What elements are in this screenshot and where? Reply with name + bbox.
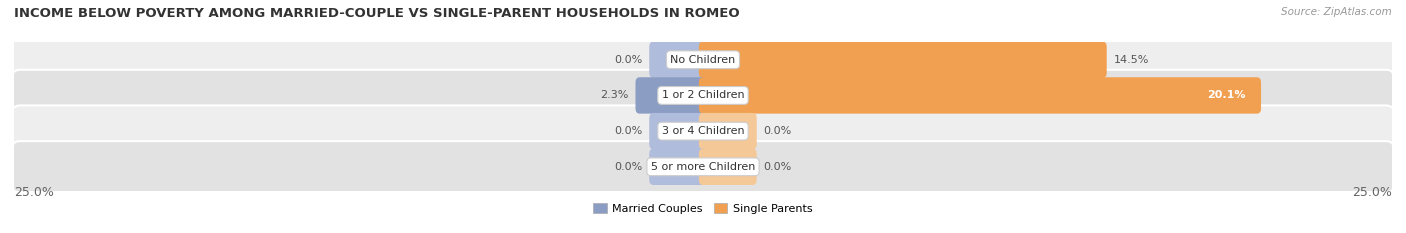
FancyBboxPatch shape <box>699 41 1107 78</box>
FancyBboxPatch shape <box>699 77 1261 114</box>
FancyBboxPatch shape <box>11 141 1395 192</box>
Text: 2.3%: 2.3% <box>600 90 628 100</box>
Text: 1 or 2 Children: 1 or 2 Children <box>662 90 744 100</box>
FancyBboxPatch shape <box>636 77 707 114</box>
Text: 25.0%: 25.0% <box>14 186 53 199</box>
Text: 3 or 4 Children: 3 or 4 Children <box>662 126 744 136</box>
Text: 20.1%: 20.1% <box>1208 90 1246 100</box>
Legend: Married Couples, Single Parents: Married Couples, Single Parents <box>589 199 817 218</box>
FancyBboxPatch shape <box>11 34 1395 86</box>
Text: No Children: No Children <box>671 55 735 65</box>
Text: 0.0%: 0.0% <box>763 162 792 172</box>
FancyBboxPatch shape <box>650 41 707 78</box>
FancyBboxPatch shape <box>699 149 756 185</box>
Text: 25.0%: 25.0% <box>1353 186 1392 199</box>
Text: 0.0%: 0.0% <box>614 55 643 65</box>
Text: INCOME BELOW POVERTY AMONG MARRIED-COUPLE VS SINGLE-PARENT HOUSEHOLDS IN ROMEO: INCOME BELOW POVERTY AMONG MARRIED-COUPL… <box>14 7 740 20</box>
FancyBboxPatch shape <box>699 113 756 149</box>
FancyBboxPatch shape <box>11 106 1395 157</box>
Text: 14.5%: 14.5% <box>1114 55 1149 65</box>
Text: 5 or more Children: 5 or more Children <box>651 162 755 172</box>
Text: 0.0%: 0.0% <box>763 126 792 136</box>
Text: Source: ZipAtlas.com: Source: ZipAtlas.com <box>1281 7 1392 17</box>
FancyBboxPatch shape <box>650 113 707 149</box>
FancyBboxPatch shape <box>650 149 707 185</box>
FancyBboxPatch shape <box>11 70 1395 121</box>
Text: 0.0%: 0.0% <box>614 162 643 172</box>
Text: 0.0%: 0.0% <box>614 126 643 136</box>
